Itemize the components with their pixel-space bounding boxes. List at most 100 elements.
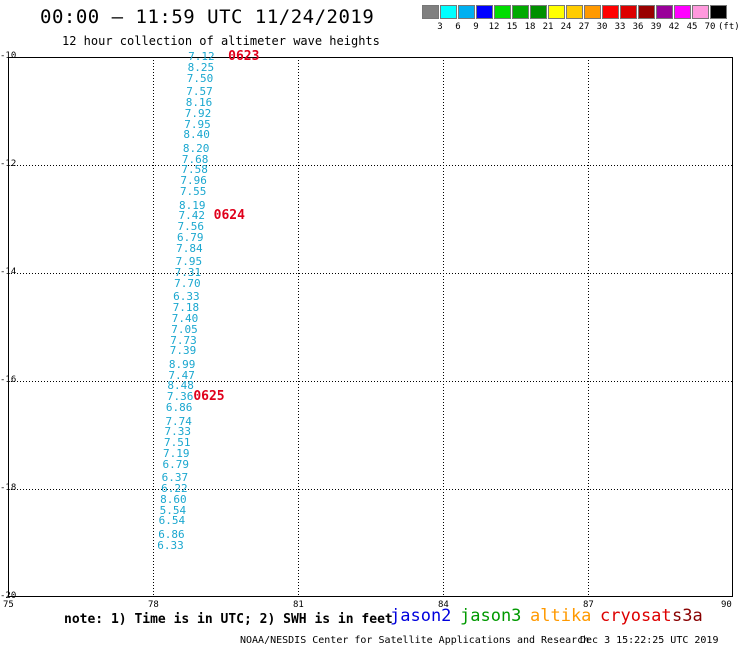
scale-swatch — [494, 5, 511, 19]
swh-observation: 8.60 — [160, 492, 187, 506]
swh-observation: 7.73 — [170, 333, 197, 347]
scale-label: 12 — [488, 22, 500, 32]
lat-tick-label: -16 — [0, 375, 17, 385]
swh-observation: 7.12 — [188, 50, 215, 63]
pass-time-label: 0623 — [228, 49, 260, 64]
swh-observation: 6.37 — [161, 471, 189, 485]
swh-observation: 8.48 — [167, 379, 194, 393]
scale-swatch — [584, 5, 601, 19]
swh-observation: 7.68 — [181, 152, 209, 166]
map-border — [8, 57, 733, 597]
scale-swatch — [674, 5, 691, 19]
scale-swatch — [458, 5, 475, 19]
scale-swatch — [548, 5, 565, 19]
swh-observation: 8.20 — [182, 141, 210, 155]
swh-observation: 8.16 — [185, 95, 213, 109]
legend-altika: altika — [530, 606, 592, 626]
swh-observation: 7.39 — [169, 344, 197, 358]
scale-label: 3 — [437, 22, 443, 32]
lon-tick-label: 75 — [3, 600, 14, 610]
swh-observation: 7.58 — [181, 163, 208, 177]
scale-swatch — [710, 5, 727, 19]
scale-label: 24 — [560, 22, 572, 32]
swh-observation: 7.57 — [186, 85, 213, 99]
swh-observation: 7.33 — [164, 425, 191, 439]
lon-tick-label: 78 — [148, 600, 159, 610]
scale-label: 21 — [542, 22, 554, 32]
scale-label: 70 — [704, 22, 716, 32]
swh-observation: 6.79 — [177, 230, 204, 244]
lat-tick-label: -14 — [0, 267, 17, 277]
scale-label: 45 — [686, 22, 698, 32]
scale-label: 15 — [506, 22, 518, 32]
swh-observation: 7.95 — [184, 117, 211, 131]
credit-date: Dec 3 15:22:25 UTC 2019 — [580, 635, 719, 646]
scale-label: (ft) — [718, 22, 740, 32]
scale-label: 33 — [614, 22, 626, 32]
swh-observation: 6.86 — [165, 401, 193, 414]
pass-time-label: 0625 — [193, 389, 225, 405]
swh-observation: 7.84 — [176, 241, 203, 255]
page-title: 00:00 – 11:59 UTC 11/24/2019 — [40, 6, 375, 28]
legend-cryosat: cryosat — [600, 606, 672, 626]
swh-observation: 6.79 — [162, 457, 190, 471]
swh-observation: 6.86 — [158, 527, 185, 541]
swh-observation: 8.25 — [187, 60, 215, 74]
swh-observation: 7.40 — [171, 311, 199, 325]
swh-observation: 6.33 — [173, 290, 200, 304]
scale-label: 9 — [473, 22, 479, 32]
swh-observation: 7.51 — [164, 436, 191, 450]
swh-observation: 7.70 — [174, 276, 201, 290]
scale-swatch — [620, 5, 637, 19]
page-subtitle: 12 hour collection of altimeter wave hei… — [62, 34, 380, 48]
swh-observation: 7.95 — [175, 255, 203, 269]
scale-label: 18 — [524, 22, 536, 32]
scale-swatch — [422, 5, 439, 19]
swh-observation: 7.31 — [174, 266, 202, 279]
swh-observation: 7.19 — [163, 446, 190, 460]
scale-swatch — [602, 5, 619, 19]
scale-swatch — [692, 5, 709, 19]
swh-observation: 7.96 — [180, 174, 207, 188]
lat-tick-label: -18 — [0, 483, 17, 493]
scale-label: 6 — [455, 22, 461, 32]
map-grid — [8, 57, 733, 597]
scale-swatch — [638, 5, 655, 19]
lat-tick-label: -20 — [0, 591, 17, 601]
lon-tick-label: 90 — [721, 600, 732, 610]
swh-observation: 7.18 — [172, 301, 200, 315]
scale-label: 36 — [632, 22, 644, 32]
swh-observation: 8.40 — [183, 128, 210, 142]
swh-observation: 7.50 — [186, 71, 214, 85]
lon-tick-label: 81 — [293, 600, 304, 610]
legend-s3a: s3a — [672, 606, 703, 626]
swh-observation: 5.54 — [159, 503, 187, 517]
legend-jason3: jason3 — [460, 606, 522, 626]
map-panel: -10 -12 -14 -16 -18 -20 75 78 81 84 87 90 7.12 8.25 7.… — [0, 49, 733, 610]
swh-observation: 6.22 — [161, 482, 188, 495]
swh-observation: 8.19 — [178, 198, 206, 212]
lat-tick-label: -10 — [0, 51, 17, 61]
swh-observation: 7.47 — [168, 368, 195, 382]
lat-tick-label: -12 — [0, 159, 17, 169]
footer-note: note: 1) Time is in UTC; 2) SWH is in fe… — [64, 612, 393, 627]
scale-label: 30 — [596, 22, 608, 32]
scale-swatch — [530, 5, 547, 19]
swh-observation: 6.54 — [158, 514, 186, 528]
swh-observation: 7.42 — [178, 209, 206, 223]
scale-label: 39 — [650, 22, 662, 32]
scale-swatch — [566, 5, 583, 19]
scale-label: 42 — [668, 22, 680, 32]
scale-swatch — [656, 5, 673, 19]
swh-observation: 7.56 — [177, 220, 205, 234]
lon-tick-label: 87 — [583, 600, 594, 610]
swh-observation: 7.36 — [166, 390, 194, 404]
credit-text: NOAA/NESDIS Center for Satellite Applica… — [240, 635, 590, 646]
legend-jason2: jason2 — [390, 606, 452, 626]
swh-observation: 7.55 — [179, 185, 207, 198]
lon-tick-label: 84 — [438, 600, 449, 610]
scale-swatch — [440, 5, 457, 19]
pass-time-label: 0624 — [213, 208, 245, 224]
scale-label: 27 — [578, 22, 590, 32]
swh-observation: 7.92 — [184, 106, 212, 120]
